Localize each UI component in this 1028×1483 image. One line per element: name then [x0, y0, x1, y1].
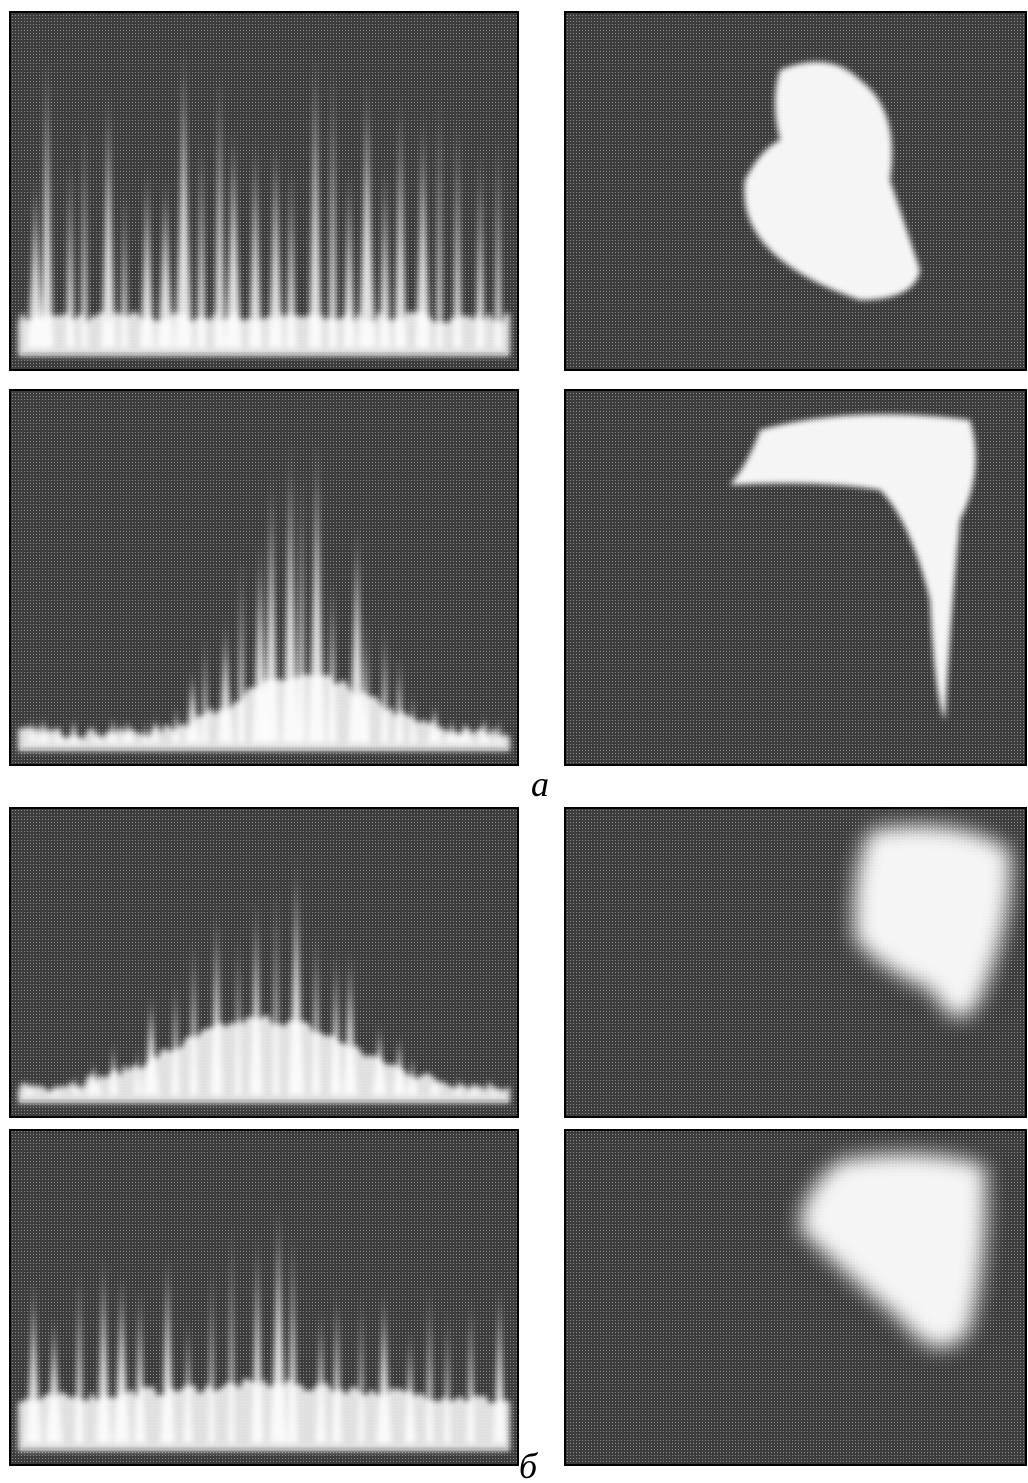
panels — [10, 12, 1026, 1465]
panel-label: б — [519, 1446, 539, 1483]
panel-label: а — [531, 764, 549, 804]
page: {"figure": {"panels": [{"label": "а"}, {… — [0, 0, 1028, 1483]
figure: а б — [0, 0, 1028, 1483]
